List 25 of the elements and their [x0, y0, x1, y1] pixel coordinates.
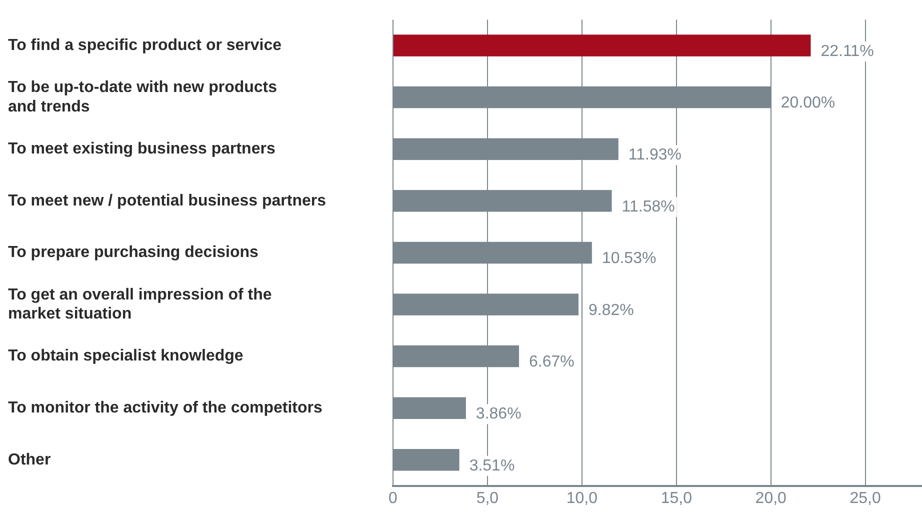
- y-tick-label: To monitor the activity of the competitors: [8, 400, 322, 417]
- x-tick-label: 20,0: [755, 490, 787, 507]
- data-label: 11.58%: [622, 198, 675, 216]
- x-tick-label: 5,0: [476, 490, 499, 507]
- y-tick-label: To find a specific product or service: [8, 36, 282, 54]
- data-label: 3.51%: [469, 457, 515, 474]
- x-tick-label: 10,0: [566, 490, 598, 507]
- y-tick-label: To be up-to-date with new products and trends: [8, 79, 278, 116]
- y-tick-label: To meet new / potential business partners: [8, 192, 326, 210]
- y-tick-label: To obtain specialist knowledge: [8, 348, 244, 365]
- data-label: 9.82%: [588, 302, 634, 319]
- y-tick-label: Other: [8, 451, 51, 468]
- x-tick-label: 0: [388, 490, 398, 507]
- data-label: 11.93%: [628, 146, 682, 164]
- bar: [394, 34, 811, 56]
- data-label: 22.11%: [820, 42, 874, 60]
- data-label: 3.86%: [476, 406, 522, 423]
- x-tick-label: 25,0: [850, 490, 881, 507]
- data-label: 10.53%: [602, 250, 656, 268]
- y-tick-label: To get an overall impression of the market situation: [8, 286, 272, 323]
- y-tick-label: To prepare purchasing decisions: [8, 244, 259, 262]
- data-label: 6.67%: [529, 354, 574, 371]
- y-tick-label: To meet existing business partners: [8, 140, 276, 158]
- data-label: 20.00%: [780, 94, 836, 112]
- x-tick-label: 15,0: [660, 490, 692, 507]
